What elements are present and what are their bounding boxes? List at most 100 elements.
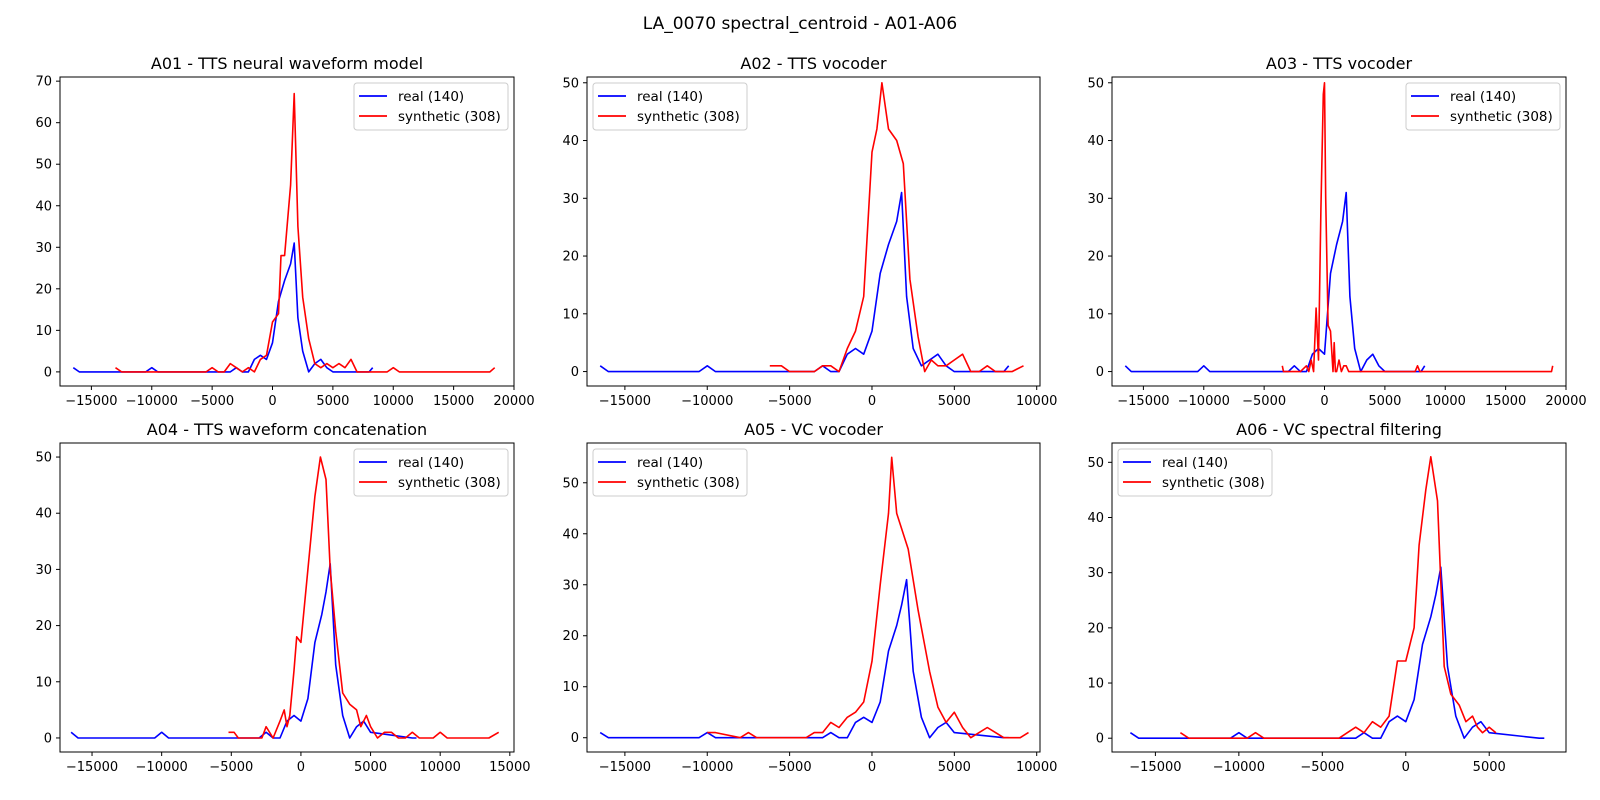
x-tick-label: 5000 [316,394,349,409]
subplot-title: A06 - VC spectral filtering [1236,420,1442,439]
x-tick-label: 10000 [373,394,414,409]
plot-frame [59,76,515,387]
legend-box [1117,448,1273,497]
series-line-real [70,562,417,739]
legend-label: synthetic (308) [398,109,501,125]
series-line-synthetic [228,456,500,739]
subplot-title: A04 - TTS waveform concatenation [147,420,427,439]
series-line-synthetic [769,82,1024,373]
x-tick-label: 10000 [1425,394,1466,409]
x-tick-label: 5000 [1473,760,1506,775]
y-tick-label: 40 [1087,134,1104,149]
x-tick-label: 10000 [1016,394,1057,409]
x-tick-label: 5000 [354,760,387,775]
x-tick-label: −15000 [1117,394,1169,409]
y-tick-label: 10 [1087,677,1104,692]
subplot-6: −15000 −10000 −5000 0 5000 0 10 20 30 40 50 A06 - V… [1087,420,1567,775]
y-tick-label: 20 [562,250,579,265]
x-tick-label: 0 [1402,760,1410,775]
y-tick-label: 30 [562,192,579,207]
x-tick-label: −15000 [599,394,651,409]
y-tick-label: 0 [44,731,52,746]
legend: real (140) synthetic (308) [353,82,509,131]
subplot-1: −15000 −10000 −5000 0 5000 10000 15000 20000 0 10… [35,54,534,409]
y-tick-label: 50 [1087,456,1104,471]
subplot-title: A01 - TTS neural waveform model [151,54,423,73]
series-line-real [1124,191,1426,373]
legend: real (140) synthetic (308) [353,448,509,497]
plot-frame [59,442,515,753]
y-tick-label: 20 [1087,621,1104,636]
x-tick-label: 0 [297,760,305,775]
x-tick-label: −5000 [768,760,812,775]
y-tick-label: 30 [35,241,52,256]
y-tick-label: 20 [35,619,52,634]
series-line-synthetic [707,456,1029,739]
legend-label: real (140) [637,89,703,105]
x-tick-label: −5000 [190,394,234,409]
y-tick-label: 40 [562,134,579,149]
subplot-title: A02 - TTS vocoder [740,54,887,73]
series-line-real [599,578,1009,739]
x-tick-label: 5000 [938,760,971,775]
legend-label: real (140) [398,89,464,105]
y-tick-label: 10 [1087,307,1104,322]
y-tick-label: 50 [35,451,52,466]
legend-box [353,448,509,497]
legend-label: real (140) [1450,89,1516,105]
x-tick-label: −5000 [1242,394,1286,409]
x-tick-label: 15000 [433,394,474,409]
legend-label: synthetic (308) [637,109,740,125]
x-tick-label: −10000 [1213,760,1265,775]
legend-label: synthetic (308) [1450,109,1553,125]
y-tick-label: 50 [562,476,579,491]
x-tick-label: 20000 [1545,394,1586,409]
plot-frame [586,442,1041,753]
y-tick-label: 10 [562,307,579,322]
x-tick-label: −10000 [136,760,188,775]
x-tick-label: −15000 [1129,760,1181,775]
subplot-2: −15000 −10000 −5000 0 5000 10000 0 10 20 30 40 50 A0… [562,54,1057,409]
plot-frame [586,76,1041,387]
legend-label: real (140) [637,455,703,471]
y-tick-label: 20 [35,282,52,297]
legend-box [1405,82,1561,131]
x-tick-label: −5000 [209,760,253,775]
series-line-real [72,242,374,373]
legend: real (140) synthetic (308) [592,82,748,131]
legend-label: synthetic (308) [398,475,501,491]
x-tick-label: 5000 [1368,394,1401,409]
y-tick-label: 70 [35,75,52,90]
y-tick-label: 30 [35,563,52,578]
legend-label: real (140) [398,455,464,471]
y-tick-label: 40 [35,507,52,522]
legend-label: real (140) [1162,455,1228,471]
subplot-title: A05 - VC vocoder [744,420,883,439]
series-line-real [599,191,1010,373]
legend-box [592,82,748,131]
x-tick-label: −10000 [1178,394,1230,409]
series-line-real [1129,566,1545,740]
x-tick-label: 0 [1320,394,1328,409]
subplot-3: −15000 −10000 −5000 0 5000 10000 15000 20000 0 10… [1087,54,1586,409]
x-tick-label: −10000 [126,394,178,409]
legend: real (140) synthetic (308) [1405,82,1561,131]
y-tick-label: 40 [1087,511,1104,526]
y-tick-label: 60 [35,116,52,131]
y-tick-label: 30 [562,578,579,593]
y-tick-label: 20 [1087,250,1104,265]
x-tick-label: −15000 [599,760,651,775]
y-tick-label: 10 [562,680,579,695]
figure-suptitle: LA_0070 spectral_centroid - A01-A06 [643,14,957,34]
x-tick-label: 0 [868,394,876,409]
x-tick-label: −5000 [768,394,812,409]
legend-label: synthetic (308) [1162,475,1265,491]
legend-label: synthetic (308) [637,475,740,491]
x-tick-label: 20000 [493,394,534,409]
legend: real (140) synthetic (308) [1117,448,1273,497]
plot-frame [1111,442,1567,753]
series-line-synthetic [1281,82,1554,373]
subplot-4: −15000 −10000 −5000 0 5000 10000 15000 0 10 20 30 4… [35,420,530,775]
y-tick-label: 0 [571,731,579,746]
